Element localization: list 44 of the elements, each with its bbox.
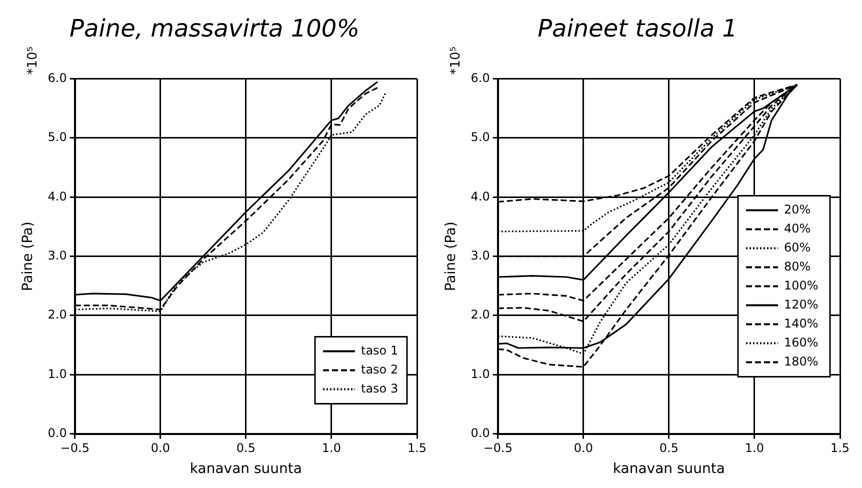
y-tick-label: 4.0 [470, 189, 490, 204]
legend-label: 60% [784, 240, 811, 254]
chart-title: Paine, massavirta 100% [70, 14, 360, 43]
legend-label: 120% [784, 297, 818, 312]
legend-label: 80% [784, 259, 811, 274]
text: *10⁵ [448, 46, 464, 75]
text: *10⁵ [25, 46, 40, 75]
x-tick-label: 0.5 [659, 441, 678, 456]
chart-title: Paineet tasolla 1 [538, 14, 738, 43]
x-tick-label: 0.0 [150, 441, 170, 456]
x-axis-title: kanavan suunta [612, 461, 725, 478]
y-tick-label: 2.0 [48, 308, 67, 322]
legend-label: 20% [784, 202, 811, 216]
x-tick-label: 1.5 [830, 441, 850, 456]
y-tick-label: 6.0 [48, 70, 67, 85]
y-tick-label: 0.0 [470, 426, 490, 440]
y-tick-label: 4.0 [48, 189, 67, 204]
legend-label: taso 3 [361, 381, 398, 396]
x-tick-label: 1.5 [407, 441, 427, 456]
x-tick-label: −0.5 [483, 441, 512, 456]
x-tick-label: 1.0 [322, 441, 342, 456]
y-tick-label: 6.0 [470, 70, 490, 85]
y-tick-label: 2.0 [470, 308, 490, 322]
legend-label: 100% [784, 278, 818, 292]
y-axis-title: Paine (Pa) [443, 222, 460, 292]
x-tick-label: 0.5 [236, 441, 256, 456]
y-tick-label: 1.0 [48, 366, 67, 381]
y-tick-label: 5.0 [470, 130, 490, 144]
legend-label: taso 2 [361, 362, 398, 376]
x-tick-label: −0.5 [60, 441, 90, 456]
y-axis-title: Paine (Pa) [20, 222, 36, 292]
legend-label: 140% [784, 316, 818, 330]
x-tick-label: 0.0 [574, 441, 593, 456]
legend-label: 180% [784, 354, 818, 368]
x-axis-title: kanavan suunta [190, 461, 302, 478]
x-tick-label: 1.0 [744, 441, 764, 456]
y-tick-label: 0.0 [48, 426, 67, 440]
legend-label: 160% [784, 335, 818, 350]
y-tick-label: 5.0 [48, 130, 67, 144]
y-tick-label: 3.0 [48, 248, 67, 262]
legend-label: 40% [784, 221, 811, 236]
y-tick-label: 1.0 [470, 366, 490, 381]
legend-label: taso 1 [361, 343, 398, 358]
y-tick-label: 3.0 [470, 248, 490, 262]
